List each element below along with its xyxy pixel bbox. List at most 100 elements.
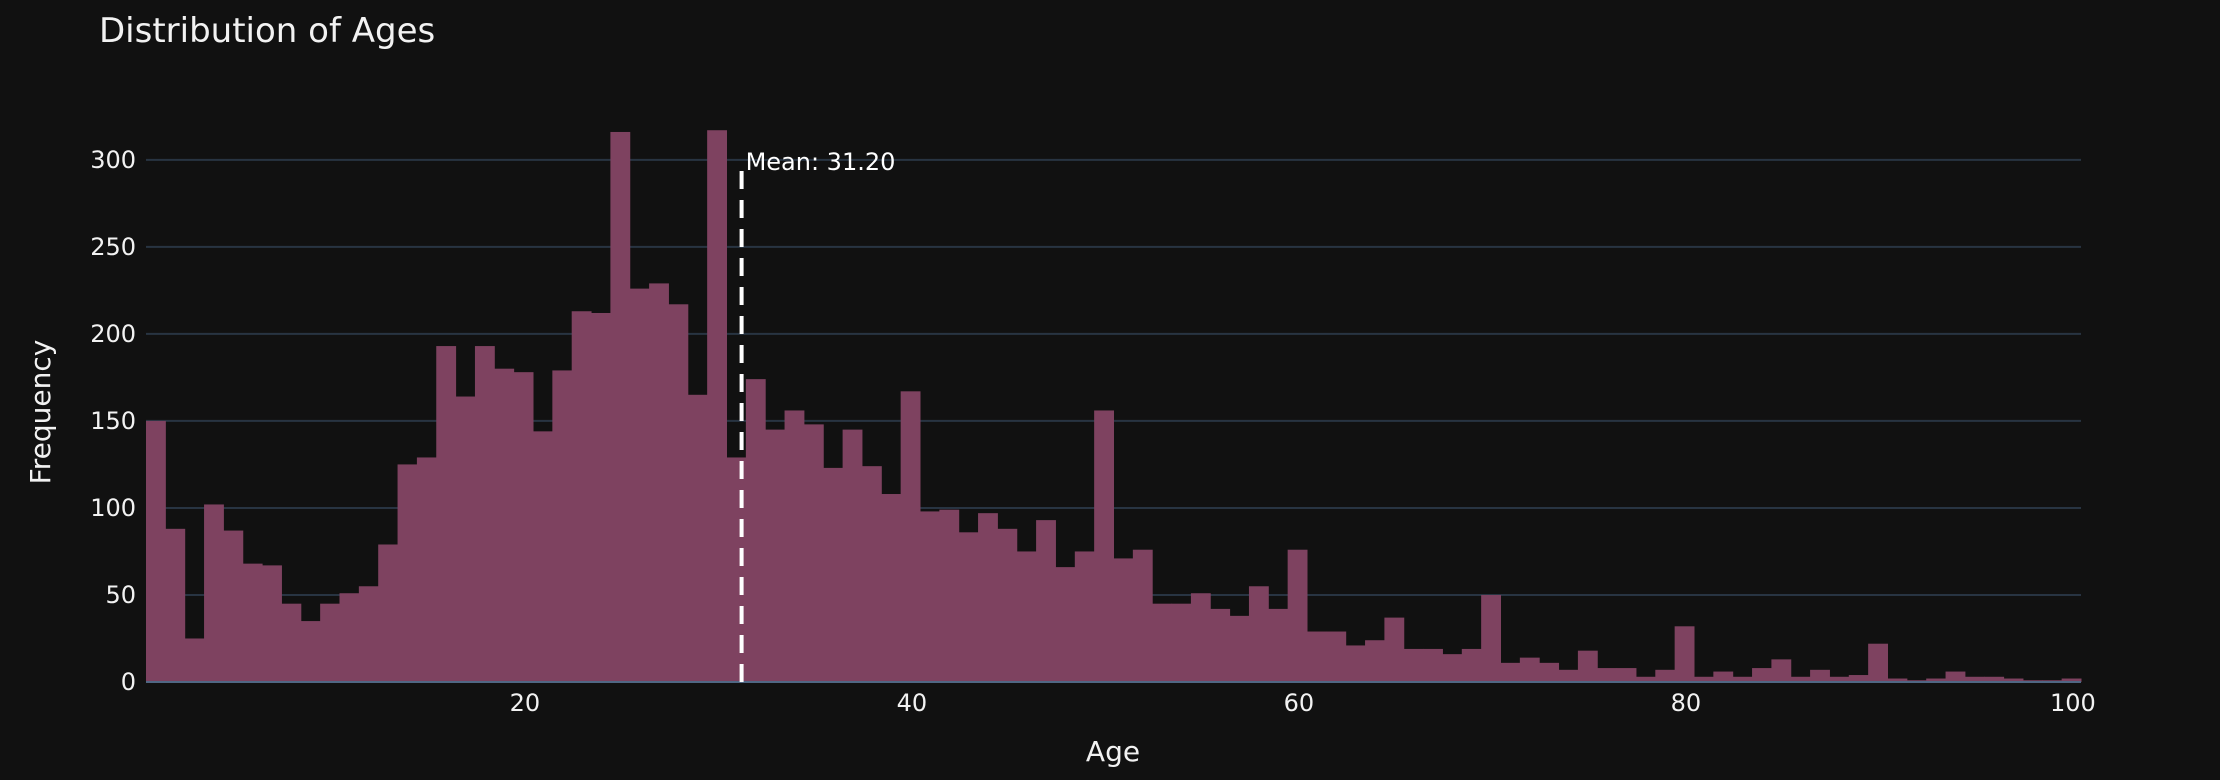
y-tick-label-250: 250 bbox=[90, 233, 136, 261]
x-tick-label-80: 80 bbox=[1671, 689, 1702, 717]
histogram-bar-10 bbox=[320, 603, 340, 682]
histogram-bar-14 bbox=[397, 464, 418, 682]
x-tick-label-40: 40 bbox=[897, 689, 928, 717]
histogram-bar-76 bbox=[1597, 668, 1618, 682]
histogram-bar-83 bbox=[1732, 676, 1753, 682]
histogram-bar-6 bbox=[242, 563, 263, 682]
histogram-bar-18 bbox=[474, 346, 495, 682]
chart-title: Distribution of Ages bbox=[99, 11, 435, 51]
histogram-bar-24 bbox=[591, 312, 611, 682]
histogram-bar-94 bbox=[1945, 671, 1966, 682]
histogram-bar-67 bbox=[1423, 648, 1443, 682]
histogram-bar-95 bbox=[1964, 676, 1985, 682]
histogram-bar-15 bbox=[416, 457, 437, 682]
bar-layer bbox=[146, 130, 2082, 683]
histogram-bar-70 bbox=[1481, 594, 1501, 682]
histogram-bar-90 bbox=[1868, 643, 1888, 682]
histogram-bar-57 bbox=[1229, 615, 1250, 682]
histogram-bar-75 bbox=[1577, 650, 1598, 682]
histogram-bar-31 bbox=[726, 457, 747, 682]
histogram-bar-73 bbox=[1539, 662, 1560, 682]
histogram-bar-48 bbox=[1055, 567, 1076, 682]
y-axis-title: Frequency bbox=[24, 340, 57, 485]
histogram-bar-38 bbox=[861, 466, 882, 682]
histogram-bar-81 bbox=[1694, 676, 1714, 682]
histogram-bar-29 bbox=[687, 394, 708, 682]
histogram-bar-19 bbox=[494, 368, 515, 682]
histogram-bar-27 bbox=[649, 283, 669, 682]
histogram-bar-58 bbox=[1248, 586, 1269, 682]
tick-layer: 0 50 100 150 200 250 300 20 40 60 80 100 bbox=[90, 146, 2096, 717]
histogram-bar-68 bbox=[1442, 654, 1463, 682]
histogram-bar-63 bbox=[1345, 645, 1366, 682]
histogram-bar-62 bbox=[1326, 631, 1347, 682]
histogram-bar-69 bbox=[1461, 648, 1482, 682]
x-axis-title: Age bbox=[1086, 735, 1140, 768]
histogram-bar-54 bbox=[1171, 603, 1192, 682]
histogram-bar-39 bbox=[881, 494, 902, 682]
histogram-bar-21 bbox=[533, 431, 553, 682]
histogram-bar-22 bbox=[552, 370, 573, 682]
histogram-bar-16 bbox=[436, 346, 457, 682]
histogram-bar-59 bbox=[1268, 608, 1289, 682]
histogram-bar-9 bbox=[300, 621, 321, 682]
histogram-bar-30 bbox=[707, 130, 727, 683]
histogram-bar-53 bbox=[1152, 603, 1173, 682]
histogram-bar-100 bbox=[2061, 678, 2082, 682]
histogram-bar-32 bbox=[745, 379, 766, 682]
histogram-bar-61 bbox=[1307, 631, 1327, 682]
histogram-bar-33 bbox=[765, 429, 786, 682]
histogram-bar-7 bbox=[262, 565, 282, 682]
histogram-bar-51 bbox=[1113, 558, 1134, 682]
histogram-bar-25 bbox=[610, 131, 631, 682]
histogram-bar-96 bbox=[1984, 676, 2005, 682]
histogram-bar-41 bbox=[920, 511, 940, 682]
y-tick-label-0: 0 bbox=[121, 668, 136, 696]
histogram-bar-72 bbox=[1519, 657, 1540, 682]
histogram-bar-64 bbox=[1365, 640, 1385, 682]
histogram-bar-3 bbox=[184, 638, 205, 682]
histogram-bar-84 bbox=[1752, 668, 1772, 682]
histogram-bar-85 bbox=[1771, 659, 1792, 682]
x-tick-label-20: 20 bbox=[510, 689, 541, 717]
histogram-bar-93 bbox=[1926, 678, 1947, 682]
histogram-bar-77 bbox=[1616, 668, 1637, 682]
histogram-bar-43 bbox=[958, 532, 979, 682]
histogram-bar-2 bbox=[165, 528, 186, 682]
histogram-bar-4 bbox=[204, 504, 224, 682]
histogram-bar-60 bbox=[1287, 549, 1308, 682]
histogram-bar-23 bbox=[571, 311, 592, 682]
y-tick-label-50: 50 bbox=[105, 581, 136, 609]
x-tick-label-60: 60 bbox=[1284, 689, 1315, 717]
histogram-bar-91 bbox=[1887, 678, 1908, 682]
histogram-bar-56 bbox=[1210, 608, 1231, 682]
histogram-bar-40 bbox=[900, 391, 921, 682]
histogram-bar-47 bbox=[1036, 520, 1056, 682]
histogram-bar-45 bbox=[997, 528, 1018, 682]
histogram-bar-1 bbox=[146, 420, 166, 682]
histogram-bar-52 bbox=[1132, 549, 1153, 682]
histogram-bar-66 bbox=[1403, 648, 1424, 682]
histogram-bar-42 bbox=[939, 509, 960, 682]
histogram-bar-5 bbox=[223, 530, 244, 682]
histogram-bar-44 bbox=[978, 513, 998, 682]
histogram-bar-8 bbox=[281, 603, 302, 682]
histogram-bar-65 bbox=[1384, 617, 1405, 682]
histogram-bar-89 bbox=[1848, 675, 1869, 682]
histogram-bar-79 bbox=[1655, 669, 1676, 682]
y-tick-label-200: 200 bbox=[90, 320, 136, 348]
histogram-bar-35 bbox=[803, 424, 824, 682]
histogram-bar-17 bbox=[455, 396, 476, 682]
histogram-bar-36 bbox=[823, 467, 844, 682]
histogram-bar-46 bbox=[1016, 551, 1037, 682]
histogram-bar-49 bbox=[1074, 551, 1095, 682]
histogram-bar-82 bbox=[1713, 671, 1734, 682]
histogram-bar-20 bbox=[513, 372, 534, 682]
histogram-bar-55 bbox=[1190, 593, 1211, 682]
histogram-bar-12 bbox=[358, 586, 379, 682]
annotation-layer: Mean: 31.20 bbox=[739, 148, 896, 682]
mean-label: Mean: 31.20 bbox=[746, 148, 896, 176]
histogram-bar-28 bbox=[668, 304, 689, 682]
x-tick-label-100: 100 bbox=[2050, 689, 2096, 717]
